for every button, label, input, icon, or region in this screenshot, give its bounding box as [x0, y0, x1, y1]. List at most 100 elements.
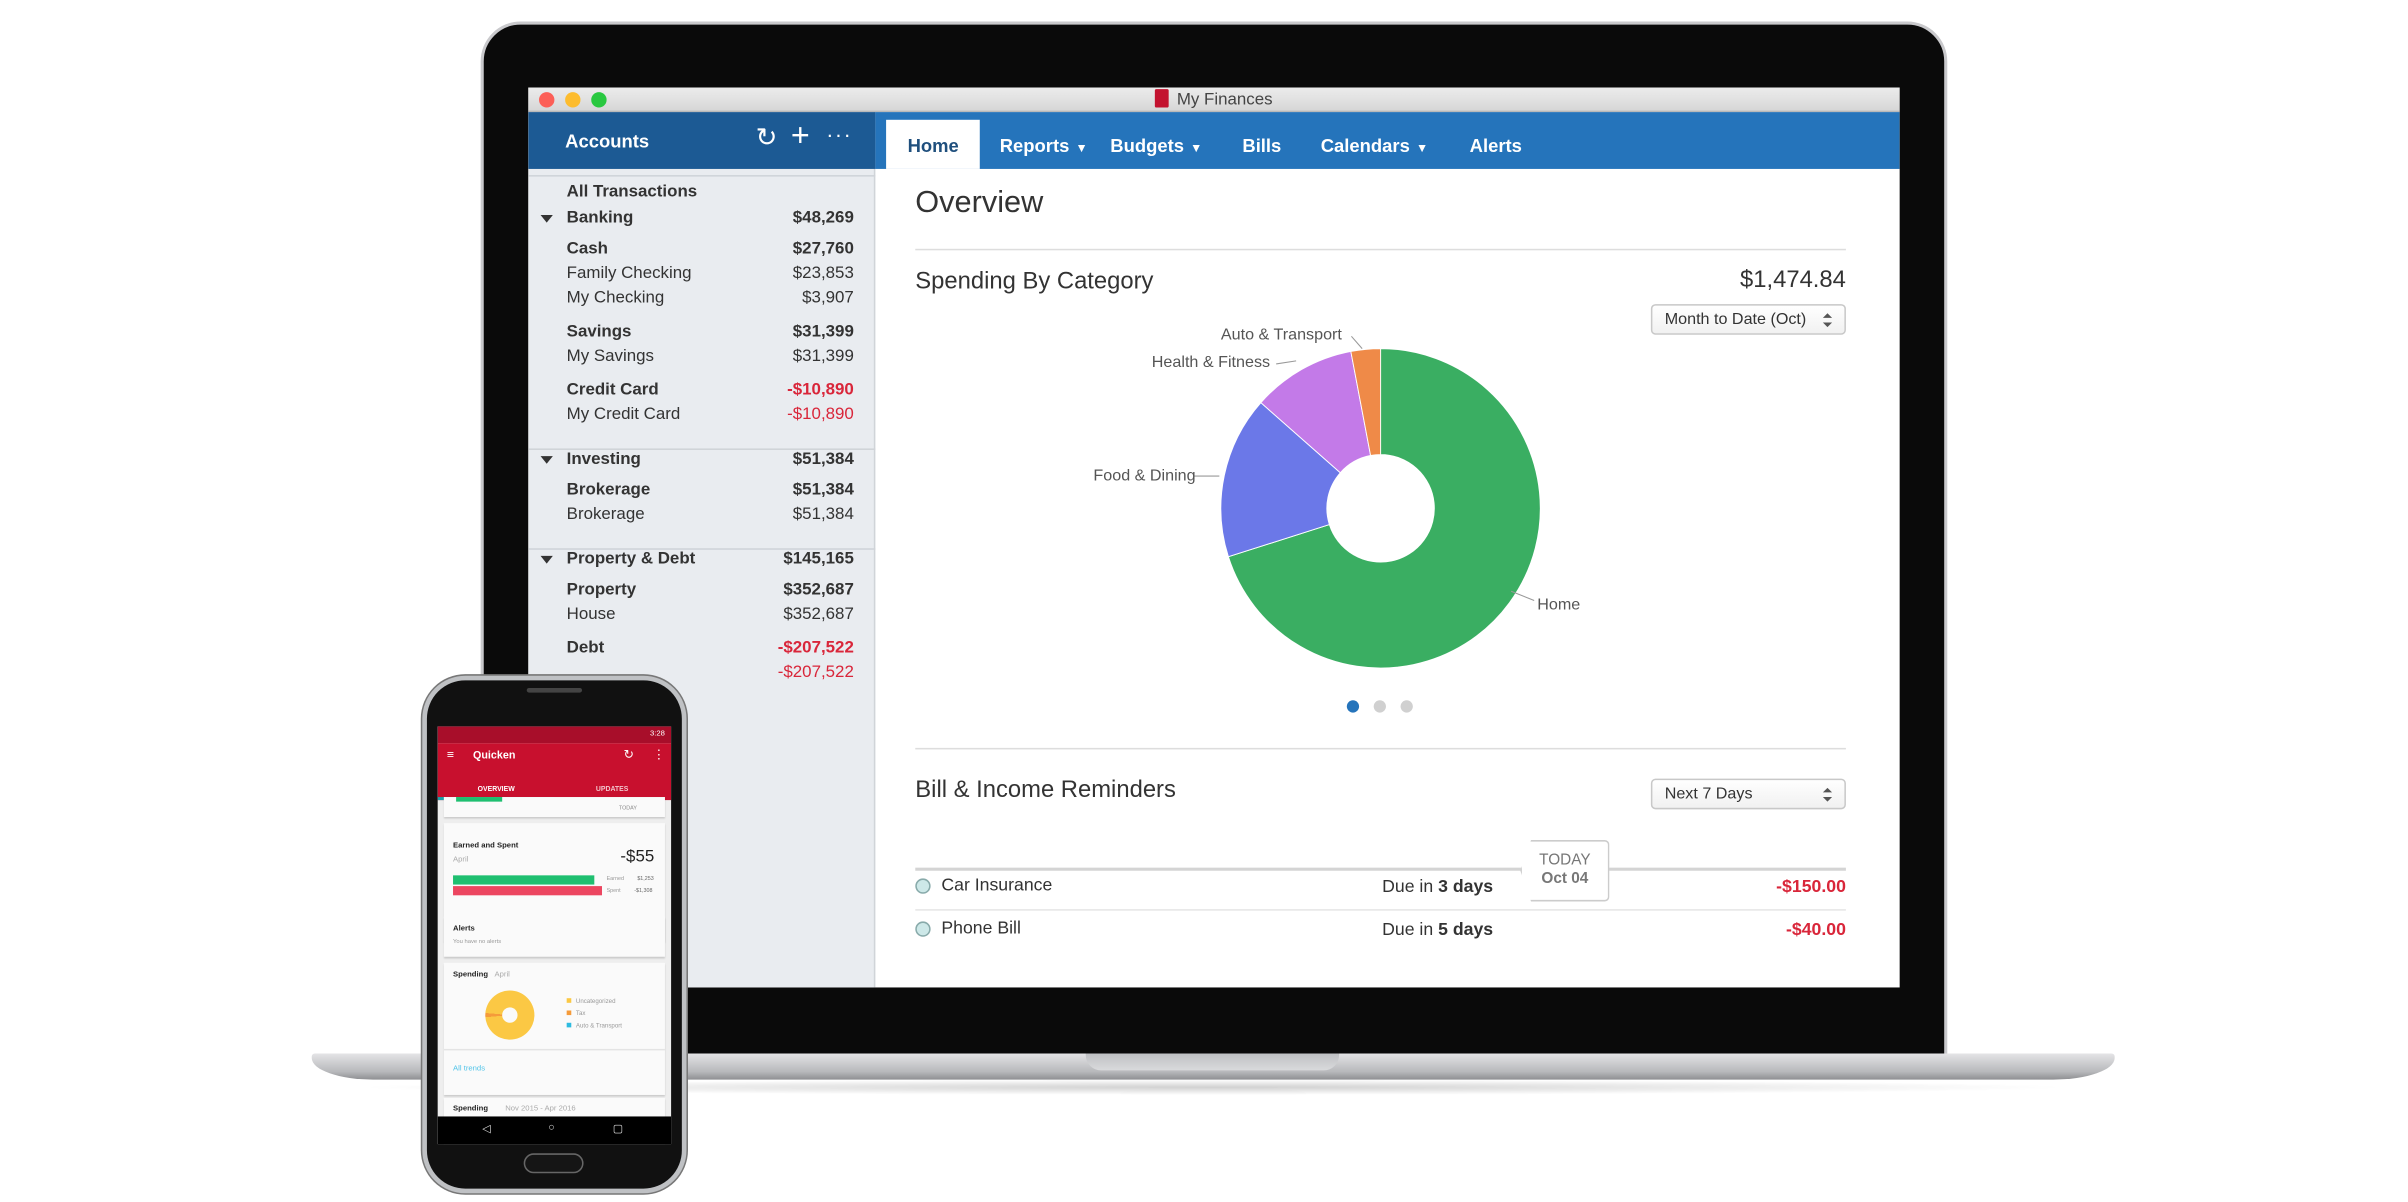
tab-label: Calendars — [1320, 135, 1410, 157]
account-name: My Checking — [566, 288, 665, 308]
bill-due: Due in 3 days — [1382, 878, 1493, 896]
timeline — [915, 867, 1846, 871]
legend-swatch — [566, 998, 572, 1003]
tab-reports[interactable]: Reports ▼ — [978, 120, 1109, 169]
select-arrows-icon — [1822, 787, 1833, 802]
dropdown-caret-icon: ▼ — [1415, 141, 1429, 156]
bill-amount: -$150.00 — [1776, 878, 1846, 897]
add-account-icon[interactable]: + — [790, 118, 810, 154]
legend-label: Auto & Transport — [575, 1021, 622, 1029]
account-row[interactable]: Debt -$207,522 — [567, 639, 854, 657]
account-row[interactable]: Family Checking $23,853 — [567, 264, 854, 282]
account-row[interactable]: Property $352,687 — [567, 580, 854, 598]
phone-screen: 3:28 ≡ Quicken ↻ ⋮ OVERVIEW UPDATES TODA… — [437, 726, 672, 1145]
slice-home[interactable] — [1227, 348, 1541, 669]
account-name: Property — [566, 580, 637, 599]
recents-icon[interactable]: ▢ — [612, 1124, 623, 1135]
refresh-icon[interactable]: ↻ — [755, 122, 778, 153]
phone-card-top: TODAY — [443, 797, 665, 817]
clock-icon — [915, 921, 931, 937]
bill-row[interactable]: Car Insurance Due in 3 days -$150.00 — [915, 877, 1846, 911]
dropdown-caret-icon: ▼ — [1190, 141, 1203, 156]
pagination-dot[interactable] — [1400, 700, 1413, 713]
tab-calendars[interactable]: Calendars ▼ — [1299, 120, 1449, 169]
zoom-window-button[interactable] — [591, 92, 607, 108]
account-row[interactable]: Brokerage $51,384 — [567, 505, 854, 523]
phone-app-title: Quicken — [472, 750, 516, 762]
account-row[interactable]: House $352,687 — [567, 605, 854, 623]
tab-alerts[interactable]: Alerts — [1448, 120, 1543, 169]
today-marker: TODAY Oct 04 — [1520, 840, 1610, 902]
all-transactions-item[interactable]: All Transactions — [567, 183, 854, 201]
phone-home-button[interactable] — [523, 1153, 584, 1174]
due-prefix: Due in — [1382, 921, 1434, 940]
account-group[interactable]: Banking $48,269 — [540, 209, 854, 227]
account-row[interactable]: Savings $31,399 — [567, 322, 854, 340]
account-row[interactable]: Cash $27,760 — [567, 240, 854, 258]
sidebar-header: Accounts ↻ + ··· — [528, 112, 876, 169]
account-balance: $23,853 — [792, 264, 854, 283]
clock-icon — [915, 878, 931, 894]
group-divider — [528, 175, 876, 177]
spending-period-select[interactable]: Month to Date (Oct) — [1650, 304, 1846, 335]
phone-refresh-icon[interactable]: ↻ — [623, 747, 634, 762]
account-row[interactable]: My Checking $3,907 — [567, 289, 854, 307]
account-name: My Savings — [566, 347, 654, 366]
tab-bills[interactable]: Bills — [1221, 120, 1303, 169]
slice-auto-transport[interactable] — [1350, 348, 1382, 457]
phone-tab-overview[interactable]: OVERVIEW — [477, 784, 515, 793]
account-row[interactable]: -$207,522 — [567, 663, 854, 681]
bill-due: Due in 5 days — [1382, 921, 1493, 939]
slice-food-dining[interactable] — [1220, 401, 1341, 558]
main-tab-bar: Home Reports ▼ Budgets ▼ Bills Calendars ▼ Alert… — [875, 112, 1900, 169]
account-row[interactable]: My Savings $31,399 — [567, 347, 854, 365]
tab-label: Home — [907, 135, 959, 157]
phone-app-bar: ≡ Quicken ↻ ⋮ OVERVIEW UPDATES — [437, 743, 672, 801]
account-row[interactable]: Brokerage $51,384 — [567, 481, 854, 499]
collapse-caret-icon[interactable] — [540, 555, 553, 564]
account-balance: $27,760 — [792, 239, 854, 258]
spending-title: Spending By Category — [915, 268, 1154, 295]
phone-tab-updates[interactable]: UPDATES — [595, 784, 629, 793]
tab-budgets[interactable]: Budgets ▼ — [1089, 120, 1224, 169]
laptop-shadow — [353, 1079, 2074, 1095]
collapse-caret-icon[interactable] — [540, 456, 553, 464]
account-balance: $352,687 — [783, 580, 854, 599]
collapse-caret-icon[interactable] — [540, 214, 553, 223]
divider — [915, 747, 1846, 750]
phone-more-icon[interactable]: ⋮ — [652, 747, 665, 762]
due-days: 3 days — [1438, 878, 1494, 897]
account-row[interactable]: My Credit Card -$10,890 — [567, 405, 854, 423]
account-row[interactable]: Credit Card -$10,890 — [567, 381, 854, 399]
due-days: 5 days — [1438, 921, 1494, 940]
phone-legend-item: Uncategorized — [566, 996, 616, 1005]
all-trends-link[interactable]: All trends — [453, 1064, 486, 1074]
pagination-dot[interactable] — [1373, 700, 1386, 713]
tab-label: Alerts — [1469, 135, 1522, 157]
account-balance: $51,384 — [792, 480, 854, 500]
account-group[interactable]: Property & Debt $145,165 — [540, 549, 854, 569]
back-icon[interactable]: ◁ — [482, 1124, 491, 1135]
today-label: TODAY — [1539, 852, 1591, 870]
bills-period-select[interactable]: Next 7 Days — [1650, 778, 1846, 810]
menu-icon[interactable]: ≡ — [446, 747, 455, 762]
label-health-fitness: Health & Fitness — [1151, 353, 1271, 372]
bill-row[interactable]: Phone Bill Due in 5 days -$40.00 — [915, 920, 1846, 951]
account-name: Property & Debt — [566, 549, 696, 569]
pagination-dot[interactable] — [1346, 700, 1360, 713]
label-home: Home — [1537, 595, 1581, 615]
phone-spending-card[interactable]: Spending April Uncategorized Tax Auto & Tr… — [443, 962, 665, 1095]
slice-health-fitness[interactable] — [1260, 350, 1372, 474]
sidebar-title: Accounts — [565, 130, 650, 153]
laptop-notch — [1085, 1053, 1340, 1071]
minimize-window-button[interactable] — [565, 92, 581, 108]
home-icon[interactable]: ○ — [548, 1122, 555, 1134]
close-window-button[interactable] — [539, 92, 555, 108]
spending-total: $1,474.84 — [1739, 267, 1846, 294]
tab-home[interactable]: Home — [886, 119, 981, 169]
account-group[interactable]: Investing $51,384 — [540, 450, 854, 468]
more-options-icon[interactable]: ··· — [826, 121, 853, 146]
phone-alerts-card[interactable]: Alerts You have no alerts — [443, 916, 665, 957]
legend-label: Uncategorized — [575, 996, 616, 1005]
phone-nav-bar: ◁ ○ ▢ — [437, 1116, 672, 1145]
